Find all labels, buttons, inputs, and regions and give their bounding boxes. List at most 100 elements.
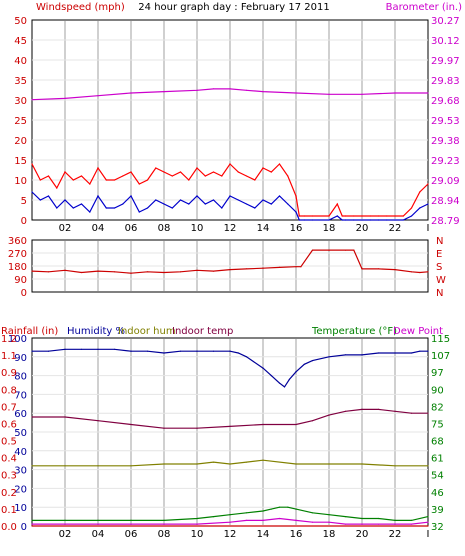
data-point (344, 249, 347, 251)
data-point (328, 414, 330, 416)
temperature-humidity-grid (32, 339, 428, 525)
data-point (80, 271, 83, 274)
data-point (287, 506, 289, 508)
legend-item: Temperature (°F) (311, 326, 397, 337)
right-tick-label: S (436, 262, 442, 273)
data-point (287, 175, 289, 177)
data-point (39, 199, 41, 201)
data-point (298, 215, 300, 217)
data-point (31, 270, 33, 272)
data-point (295, 463, 297, 465)
data-point (278, 266, 281, 268)
data-point (245, 89, 248, 91)
data-point (245, 268, 248, 270)
right-tick-label: 39 (431, 505, 444, 516)
right-tick-label: E (436, 249, 442, 260)
right-tick-label: W (436, 275, 446, 286)
data-point (163, 203, 165, 205)
data-point (344, 516, 347, 518)
data-point (427, 525, 429, 527)
data-point (64, 97, 66, 99)
data-point (410, 352, 413, 354)
hour-tick-label: 08 (158, 529, 171, 540)
data-point (97, 167, 99, 169)
left-tick-label: 50 (14, 16, 27, 27)
data-point (130, 423, 132, 426)
data-point (31, 350, 33, 352)
right-tick-label: 28.94 (431, 196, 460, 207)
left-tick-label: 90 (14, 353, 27, 364)
right-tick-label: 82 (431, 402, 444, 413)
data-point (328, 93, 330, 95)
data-point (80, 175, 83, 177)
data-point (130, 523, 132, 525)
left-tick-label: 15 (14, 156, 27, 167)
data-point (229, 269, 231, 271)
data-point (113, 348, 116, 350)
data-point (303, 219, 305, 221)
right-tick-label: 30.12 (431, 36, 460, 47)
data-point (196, 517, 198, 520)
left-tick-label: 360 (8, 236, 27, 247)
data-point (212, 350, 215, 352)
data-point (410, 412, 413, 414)
data-point (311, 512, 314, 514)
data-point (237, 171, 239, 173)
left-tick-label: 60 (14, 409, 27, 420)
data-point (394, 269, 396, 271)
data-point (311, 420, 314, 422)
data-point (394, 352, 396, 354)
data-point (295, 519, 297, 522)
wind-direction-lines (31, 249, 429, 274)
series-line (31, 249, 429, 274)
data-point (245, 175, 248, 177)
data-point (47, 195, 50, 197)
legend-item: Rainfall (in) (1, 326, 58, 337)
data-point (295, 371, 297, 373)
data-point (130, 171, 132, 173)
data-point (341, 219, 343, 221)
hour-tick-label: 16 (290, 223, 303, 234)
right-tick-label: N (436, 288, 443, 299)
data-point (31, 99, 33, 101)
data-point (278, 382, 281, 384)
data-point (353, 249, 355, 251)
data-point (72, 179, 74, 181)
left-tick-label: 0 (21, 288, 27, 299)
data-point (179, 171, 182, 173)
data-point (146, 271, 149, 273)
data-point (328, 463, 330, 465)
data-point (196, 463, 198, 465)
data-point (328, 514, 330, 516)
direction-degree-ticks: 0 90 180 270 360 (8, 236, 27, 299)
legend-item: Dew Point (393, 326, 443, 337)
data-point (254, 207, 256, 209)
left-tick-label: 0 (21, 522, 27, 533)
data-point (311, 521, 314, 523)
data-point (122, 203, 124, 205)
left-tick-label: 40 (14, 56, 27, 67)
data-point (97, 348, 99, 350)
data-point (146, 350, 149, 352)
data-point (427, 412, 429, 414)
data-point (47, 350, 50, 352)
data-point (64, 269, 66, 271)
wind-barometer-grid (32, 21, 428, 219)
data-point (377, 215, 380, 217)
hour-tick-label: 04 (92, 223, 105, 234)
data-point (64, 416, 66, 418)
data-point (163, 519, 165, 522)
hour-tick-label: I (427, 529, 430, 540)
hour-tick-label: 06 (125, 223, 138, 234)
data-point (410, 519, 413, 522)
data-point (80, 348, 83, 350)
hour-tick-label: 20 (356, 223, 369, 234)
right-tick-label: 90 (431, 385, 444, 396)
data-point (328, 249, 330, 251)
data-point (287, 203, 289, 205)
data-point (64, 348, 66, 350)
data-point (97, 195, 99, 197)
hour-tick-label: 10 (191, 529, 204, 540)
data-point (328, 356, 330, 358)
